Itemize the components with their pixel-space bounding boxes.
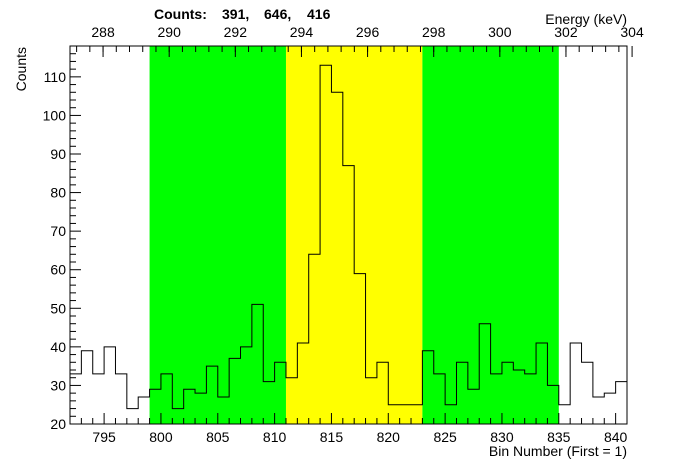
y-tick-label: 20	[50, 416, 66, 432]
x-tick-label: 800	[149, 429, 173, 445]
y-tick-label: 90	[50, 146, 66, 162]
y-tick-label: 40	[50, 339, 66, 355]
energy-tick-label: 290	[158, 24, 182, 40]
energy-tick-label: 300	[488, 24, 512, 40]
x-tick-label: 820	[377, 429, 401, 445]
energy-axis: 288 290 292 294 296 298 300 302 304	[76, 24, 644, 57]
x-axis-title: Bin Number (First = 1)	[489, 443, 627, 459]
y-tick-label: 100	[43, 107, 67, 123]
x-tick-label: 840	[604, 429, 628, 445]
x-tick-label: 835	[547, 429, 571, 445]
y-tick-label: 70	[50, 223, 66, 239]
y-tick-label: 50	[50, 300, 66, 316]
energy-tick-label: 304	[620, 24, 644, 40]
energy-tick-label: 292	[224, 24, 248, 40]
counts-value-center: 646,	[264, 6, 291, 22]
y-tick-label: 80	[50, 185, 66, 201]
x-tick-label: 815	[320, 429, 344, 445]
y-axis: 20 30 40 50 60 70 80 90 100 110	[43, 45, 81, 432]
x-tick-label: 830	[490, 429, 514, 445]
y-tick-label: 110	[44, 69, 67, 85]
energy-tick-label: 294	[290, 24, 314, 40]
plot-frame	[69, 45, 628, 425]
y-tick-label: 60	[50, 262, 66, 278]
counts-value-left: 391,	[222, 6, 249, 22]
x-tick-label: 810	[263, 429, 287, 445]
x-tick-label: 795	[92, 429, 116, 445]
energy-tick-label: 298	[422, 24, 446, 40]
y-axis-title: Counts	[13, 47, 29, 91]
x-axis: 795 800 805 810 815 820 825 830 835 840	[69, 413, 628, 445]
histogram-series	[70, 64, 627, 410]
energy-tick-label: 288	[91, 24, 115, 40]
energy-axis-title: Energy (keV)	[545, 11, 627, 27]
counts-label: Counts:	[154, 6, 207, 22]
counts-value-right: 416	[307, 6, 331, 22]
energy-tick-label: 302	[554, 24, 578, 40]
x-tick-label: 805	[206, 429, 230, 445]
energy-tick-label: 296	[356, 24, 380, 40]
x-tick-label: 825	[433, 429, 457, 445]
y-tick-label: 30	[50, 377, 66, 393]
